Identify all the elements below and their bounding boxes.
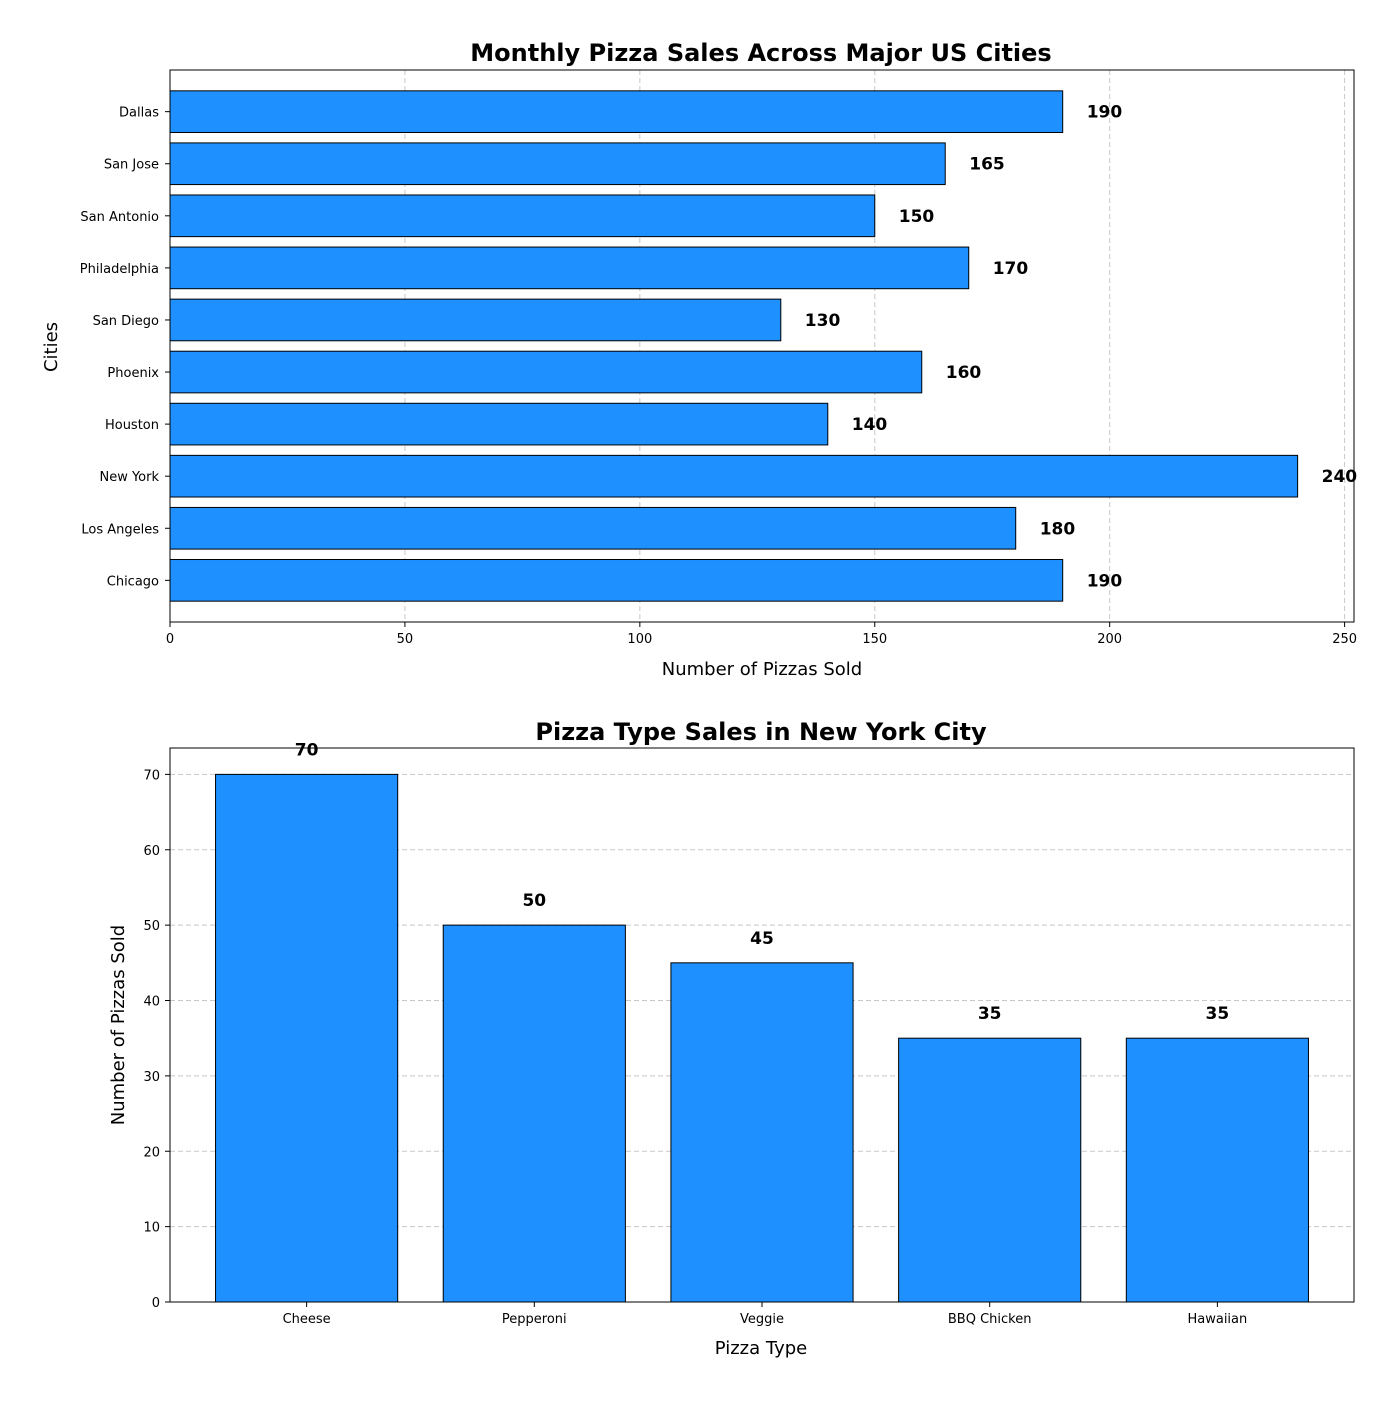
- pizza-type-chart-value-labels: 70 50 45 35 35: [295, 740, 1229, 1024]
- bar-dallas: [169, 90, 1064, 133]
- x-tick-label-veggie: Veggie: [740, 1312, 784, 1327]
- pizza-type-chart-x-axis-label: Pizza Type: [715, 1338, 807, 1359]
- bar-los-angeles: [169, 506, 1017, 550]
- y-tick-label: 0: [152, 1296, 160, 1311]
- bar-philadelphia: [169, 246, 970, 290]
- value-label-dallas: 190: [1087, 103, 1123, 123]
- pizza-type-chart-y-axis-label: Number of Pizzas Sold: [108, 925, 129, 1125]
- bar-san-antonio: [169, 194, 876, 238]
- city-chart-value-labels: 190 180 240 140 160 130 170 150 165 190: [805, 103, 1357, 592]
- y-tick-label: 20: [143, 1145, 160, 1160]
- city-chart-title: Monthly Pizza Sales Across Major US Citi…: [470, 39, 1051, 67]
- bar-cheese: [215, 773, 399, 1303]
- value-label-san-diego: 130: [805, 311, 841, 331]
- y-tick-label-phoenix: Phoenix: [107, 366, 159, 381]
- city-chart-x-axis-label: Number of Pizzas Sold: [662, 659, 862, 680]
- city-chart-y-ticks: Chicago Los Angeles New York Houston Phoenix…: [80, 106, 170, 589]
- bar-new-york: [169, 454, 1299, 498]
- x-tick-label-pepperoni: Pepperoni: [502, 1312, 567, 1327]
- value-label-pepperoni: 50: [522, 891, 546, 911]
- y-tick-label-dallas: Dallas: [119, 106, 159, 121]
- y-tick-label-los-angeles: Los Angeles: [81, 522, 159, 537]
- value-label-hawaiian: 35: [1206, 1004, 1230, 1024]
- y-tick-label-houston: Houston: [105, 418, 159, 433]
- x-tick-label-hawaiian: Hawaiian: [1187, 1312, 1247, 1327]
- pizza-type-chart-bars: [215, 773, 1309, 1303]
- y-tick-label: 70: [143, 768, 160, 783]
- bar-hawaiian: [1125, 1037, 1309, 1303]
- bar-san-jose: [169, 142, 946, 186]
- y-tick-label-philadelphia: Philadelphia: [80, 262, 159, 277]
- y-tick-label-new-york: New York: [99, 470, 159, 485]
- bar-pepperoni: [442, 924, 626, 1303]
- y-tick-label: 40: [143, 995, 160, 1010]
- bar-san-diego: [169, 298, 782, 342]
- pizza-type-chart: Pizza Type Sales in New York City 70 50 45…: [108, 718, 1355, 1359]
- y-tick-label: 50: [143, 919, 160, 934]
- city-chart-y-axis-label: Cities: [41, 322, 62, 372]
- value-label-bbq-chicken: 35: [978, 1004, 1002, 1024]
- x-tick-label: 150: [862, 632, 887, 647]
- x-tick-label: 250: [1332, 632, 1357, 647]
- value-label-chicago: 190: [1087, 571, 1123, 591]
- value-label-los-angeles: 180: [1040, 519, 1076, 539]
- value-label-houston: 140: [852, 415, 888, 435]
- pizza-type-chart-y-ticks: 0 10 20 30 40 50 60 70: [143, 768, 170, 1311]
- pizza-type-chart-x-ticks: Cheese Pepperoni Veggie BBQ Chicken Hawaiian: [283, 1302, 1247, 1327]
- city-chart-bars: [169, 90, 1299, 602]
- city-sales-chart: Monthly Pizza Sales Across Major US Citi…: [41, 39, 1357, 680]
- y-tick-label-san-diego: San Diego: [93, 314, 159, 329]
- bar-phoenix: [169, 350, 923, 394]
- value-label-phoenix: 160: [946, 363, 982, 383]
- y-tick-label: 30: [143, 1070, 160, 1085]
- x-tick-label: 50: [397, 632, 414, 647]
- value-label-cheese: 70: [295, 740, 319, 760]
- x-tick-label-bbq-chicken: BBQ Chicken: [948, 1312, 1032, 1327]
- y-tick-label-san-antonio: San Antonio: [80, 210, 159, 225]
- x-tick-label: 200: [1097, 632, 1122, 647]
- y-tick-label: 60: [143, 844, 160, 859]
- y-tick-label-chicago: Chicago: [107, 574, 159, 589]
- y-tick-label-san-jose: San Jose: [104, 158, 159, 173]
- city-chart-plot-frame: [169, 69, 1355, 623]
- pizza-type-chart-title: Pizza Type Sales in New York City: [535, 718, 987, 746]
- x-tick-label-cheese: Cheese: [283, 1312, 331, 1327]
- bar-bbq-chicken: [898, 1037, 1082, 1303]
- y-tick-label: 10: [143, 1221, 160, 1236]
- value-label-philadelphia: 170: [993, 259, 1029, 279]
- bar-chicago: [169, 559, 1064, 602]
- value-label-san-jose: 165: [969, 155, 1005, 175]
- value-label-new-york: 240: [1322, 467, 1358, 487]
- x-tick-label: 100: [627, 632, 652, 647]
- value-label-veggie: 45: [750, 929, 774, 949]
- bar-veggie: [670, 962, 854, 1303]
- city-chart-x-ticks: 0 50 100 150 200 250: [166, 622, 1357, 647]
- bar-houston: [169, 402, 829, 446]
- value-label-san-antonio: 150: [899, 207, 935, 227]
- x-tick-label: 0: [166, 632, 174, 647]
